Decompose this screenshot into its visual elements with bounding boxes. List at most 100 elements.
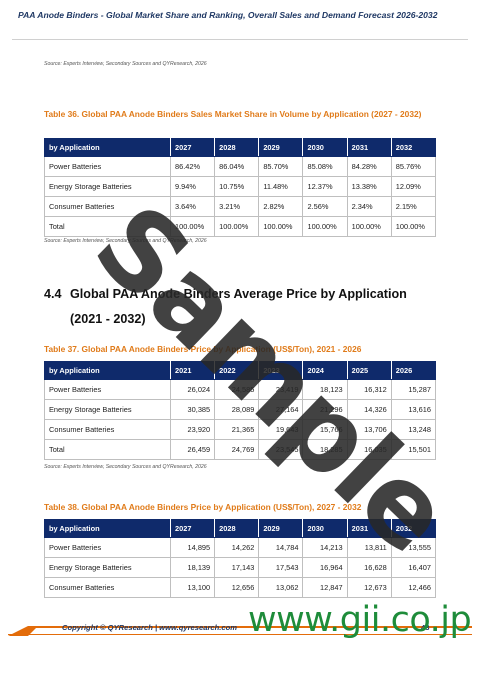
value-cell: 23,419 [258,379,304,400]
value-cell: 2.82% [258,196,304,217]
value-cell: 23,545 [258,439,304,460]
document-header: PAA Anode Binders - Global Market Share … [18,10,438,20]
value-cell: 17,143 [214,557,260,578]
value-cell: 15,501 [390,439,437,460]
value-cell: 85.08% [302,156,348,177]
value-cell: 18,139 [169,557,216,578]
value-cell: 100.00% [258,216,304,237]
header-divider [12,39,468,40]
value-cell: 21,365 [214,419,260,440]
value-cell: 16,407 [390,557,437,578]
value-cell: 21,296 [302,399,348,420]
source-note-table-36: Source: Experts Interview, Secondary Sou… [44,238,207,244]
column-header-application: by Application [44,519,171,538]
column-header-year: 2022 [214,361,260,380]
value-cell: 13.38% [346,176,392,197]
table38-header-row: by Application 2027 2028 2029 2030 2031 2032 [44,519,437,538]
table-row: Power Batteries 86.42% 86.04% 85.70% 85.08% 8… [44,156,437,177]
value-cell: 30,385 [169,399,216,420]
column-header-year: 2029 [258,519,304,538]
value-cell: 15,766 [302,419,348,440]
column-header-year: 2023 [258,361,304,380]
value-cell: 3.64% [169,196,216,217]
footer-copyright: Copyright © QYResearch | www.qyresearch.… [62,623,237,632]
table-38-title: Table 38. Global PAA Anode Binders Price… [44,502,362,512]
page-number: 43 [421,623,430,632]
table-row: Consumer Batteries 23,920 21,365 19,643 15,7… [44,419,437,440]
value-cell: 84.28% [346,156,392,177]
column-header-year: 2025 [346,361,392,380]
value-cell: 100.00% [390,216,437,237]
table-row: Consumer Batteries 3.64% 3.21% 2.82% 2.56% 2.… [44,196,437,217]
value-cell: 12.09% [390,176,437,197]
column-header-year: 2027 [169,519,216,538]
row-label-cell: Power Batteries [44,537,171,558]
value-cell: 14,262 [214,537,260,558]
row-label-cell: Consumer Batteries [44,196,171,217]
table-row: Total 100.00% 100.00% 100.00% 100.00% 100.00%… [44,216,437,237]
table-row: Power Batteries 26,024 24,585 23,419 18,123 1… [44,379,437,400]
footer-rule [8,634,472,635]
table-row: Energy Storage Batteries 30,385 28,089 27,1… [44,399,437,420]
table-row: Consumer Batteries 13,100 12,656 13,062 12,8… [44,577,437,598]
column-header-year: 2027 [169,138,216,157]
value-cell: 100.00% [346,216,392,237]
value-cell: 14,326 [346,399,392,420]
value-cell: 15,287 [390,379,437,400]
value-cell: 13,706 [346,419,392,440]
value-cell: 16,628 [346,557,392,578]
row-label-cell: Total [44,439,171,460]
source-note-table-37: Source: Experts Interview, Secondary Sou… [44,464,207,470]
table-row: Power Batteries 14,895 14,262 14,784 14,213 1… [44,537,437,558]
table-row: Energy Storage Batteries 18,139 17,143 17,5… [44,557,437,578]
value-cell: 100.00% [214,216,260,237]
table-37-title: Table 37. Global PAA Anode Binders Price… [44,344,362,354]
column-header-year: 2030 [302,519,348,538]
value-cell: 86.42% [169,156,216,177]
column-header-application: by Application [44,138,171,157]
value-cell: 13,248 [390,419,437,440]
section-heading: 4.4 Global PAA Anode Binders Average Pric… [44,282,444,332]
column-header-year: 2031 [346,519,392,538]
value-cell: 12,466 [390,577,437,598]
column-header-year: 2028 [214,519,260,538]
value-cell: 12,847 [302,577,348,598]
value-cell: 85.70% [258,156,304,177]
table36-header-row: by Application 2027 2028 2029 2030 2031 2032 [44,138,437,157]
row-label-cell: Total [44,216,171,237]
column-header-year: 2029 [258,138,304,157]
footer-band [8,626,472,636]
value-cell: 11.48% [258,176,304,197]
value-cell: 10.75% [214,176,260,197]
value-cell: 13,100 [169,577,216,598]
value-cell: 18,285 [302,439,348,460]
value-cell: 14,784 [258,537,304,558]
value-cell: 12,673 [346,577,392,598]
section-title-line1: Global PAA Anode Binders Average Price b… [70,287,407,301]
value-cell: 27,164 [258,399,304,420]
value-cell: 13,616 [390,399,437,420]
value-cell: 85.76% [390,156,437,177]
section-number: 4.4 [44,287,62,301]
value-cell: 2.15% [390,196,437,217]
column-header-year: 2024 [302,361,348,380]
gii-stamp-logo: www.gii.co.jp [248,600,472,640]
value-cell: 12.37% [302,176,348,197]
table-row: Total 26,459 24,769 23,545 18,285 16,035 15,50… [44,439,437,460]
row-label-cell: Consumer Batteries [44,419,171,440]
column-header-application: by Application [44,361,171,380]
value-cell: 23,920 [169,419,216,440]
table-row: Energy Storage Batteries 9.94% 10.75% 11.48… [44,176,437,197]
row-label-cell: Energy Storage Batteries [44,557,171,578]
column-header-year: 2032 [390,519,437,538]
value-cell: 24,585 [214,379,260,400]
section-title-line2: (2021 - 2032) [70,312,146,326]
table-36: by Application 2027 2028 2029 2030 2031 2032 Po… [44,138,437,237]
table37-header-row: by Application 2021 2022 2023 2024 2025 2026 [44,361,437,380]
value-cell: 16,312 [346,379,392,400]
source-note-top: Source: Experts Interview, Secondary Sou… [44,61,207,67]
value-cell: 14,213 [302,537,348,558]
value-cell: 3.21% [214,196,260,217]
value-cell: 2.34% [346,196,392,217]
